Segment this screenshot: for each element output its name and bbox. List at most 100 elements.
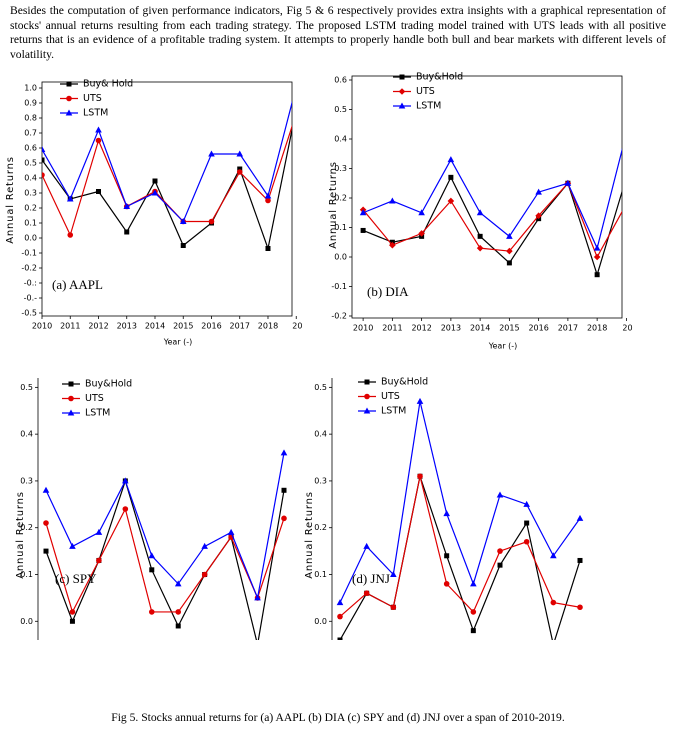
plot-area: [42, 83, 300, 251]
marker: [359, 209, 367, 216]
series-line: [42, 100, 292, 223]
marker: [550, 552, 557, 559]
legend-marker: [364, 393, 370, 400]
marker: [280, 449, 288, 456]
series-line: [362, 147, 622, 250]
marker: [523, 538, 530, 545]
marker: [476, 244, 484, 252]
y-tick-label: 1.0: [24, 84, 37, 93]
y-tick-label: 0.2: [314, 523, 327, 532]
x-axis-label: Year (-): [488, 342, 518, 351]
marker: [443, 581, 450, 587]
marker: [175, 609, 182, 615]
y-tick-label: -0.2: [331, 312, 347, 321]
marker: [69, 542, 76, 549]
marker: [523, 500, 530, 507]
marker: [208, 218, 215, 225]
marker: [43, 548, 49, 554]
marker: [535, 188, 542, 195]
y-tick-label: 0.1: [20, 570, 33, 579]
legend-label: UTS: [83, 93, 102, 104]
marker: [535, 212, 542, 219]
x-tick-label: 2012: [88, 322, 108, 331]
marker: [444, 553, 450, 559]
marker: [593, 244, 601, 251]
marker: [524, 520, 530, 526]
y-tick-label: 0.6: [24, 144, 37, 153]
marker: [265, 197, 271, 204]
y-tick-label: -0.:: [24, 279, 37, 288]
y-tick-label: 0.1: [314, 570, 327, 579]
y-tick-label: 0.5: [334, 105, 347, 114]
panel-label: (a) AAPL: [52, 277, 103, 292]
legend-marker: [68, 395, 74, 402]
marker: [43, 520, 49, 526]
legend-marker: [65, 109, 73, 116]
marker: [623, 130, 630, 136]
marker: [447, 156, 455, 163]
legend-marker: [68, 381, 74, 387]
series-line: [45, 452, 285, 601]
marker: [255, 642, 260, 647]
marker: [95, 137, 102, 144]
marker: [96, 557, 102, 564]
series-line: [42, 126, 292, 251]
y-tick-label: 0.3: [24, 189, 37, 198]
legend-label: LSTM: [381, 406, 406, 417]
x-tick-label: 20: [292, 322, 302, 331]
marker: [418, 230, 425, 237]
caption: Fig 5. Stocks annual returns for (a) AAP…: [111, 711, 565, 724]
marker: [122, 506, 129, 512]
panel-label: (b) DIA: [367, 284, 409, 299]
marker: [122, 477, 129, 484]
y-tick-label: 0.8: [24, 114, 37, 123]
marker: [179, 218, 187, 224]
legend-label: UTS: [381, 391, 400, 402]
marker: [577, 557, 583, 563]
marker: [42, 172, 45, 178]
marker: [265, 246, 271, 251]
y-tick-label: 0.2: [334, 194, 347, 203]
y-tick-label: 0.3: [334, 164, 347, 173]
marker: [497, 548, 503, 554]
marker: [66, 195, 74, 202]
y-tick-label: 0.4: [24, 174, 37, 183]
legend-label: Buy& Hold: [83, 79, 133, 90]
x-axis-label: Year (-): [163, 338, 193, 347]
plot-area: [336, 397, 584, 647]
legend-marker: [398, 102, 406, 109]
marker: [42, 146, 46, 152]
marker: [148, 552, 156, 559]
y-tick-label: 0.3: [314, 476, 327, 485]
y-tick-label: 0.3: [20, 476, 33, 485]
marker: [577, 604, 583, 611]
legend-label: LSTM: [83, 108, 108, 119]
y-tick-label: 0.0: [314, 617, 327, 626]
marker: [293, 83, 300, 89]
marker: [236, 169, 243, 175]
x-tick-label: 2015: [499, 324, 519, 333]
plot-area: [42, 449, 288, 647]
chart: 0.6 0.5 0.4 0.3 0.2 0.1 0.0 -0.1 -0.2 2010 2011 201…: [328, 72, 633, 351]
marker: [551, 642, 556, 647]
series-line: [339, 476, 581, 618]
legend-marker: [66, 95, 72, 102]
marker: [564, 179, 572, 186]
series-line: [339, 473, 581, 640]
marker: [496, 491, 504, 498]
marker: [264, 192, 272, 199]
legend-label: LSTM: [416, 101, 441, 112]
y-tick-label: 0.5: [20, 383, 33, 392]
marker: [69, 609, 76, 615]
marker: [152, 178, 158, 184]
marker: [470, 609, 477, 615]
marker: [237, 166, 243, 172]
marker: [336, 599, 344, 606]
legend-marker: [363, 407, 371, 414]
x-tick-label: 2010: [353, 324, 373, 333]
y-axis-label: Annual Returns: [15, 491, 26, 579]
x-tick-label: 2014: [145, 322, 165, 331]
legend-label: UTS: [85, 393, 104, 404]
legend-marker: [364, 379, 370, 385]
